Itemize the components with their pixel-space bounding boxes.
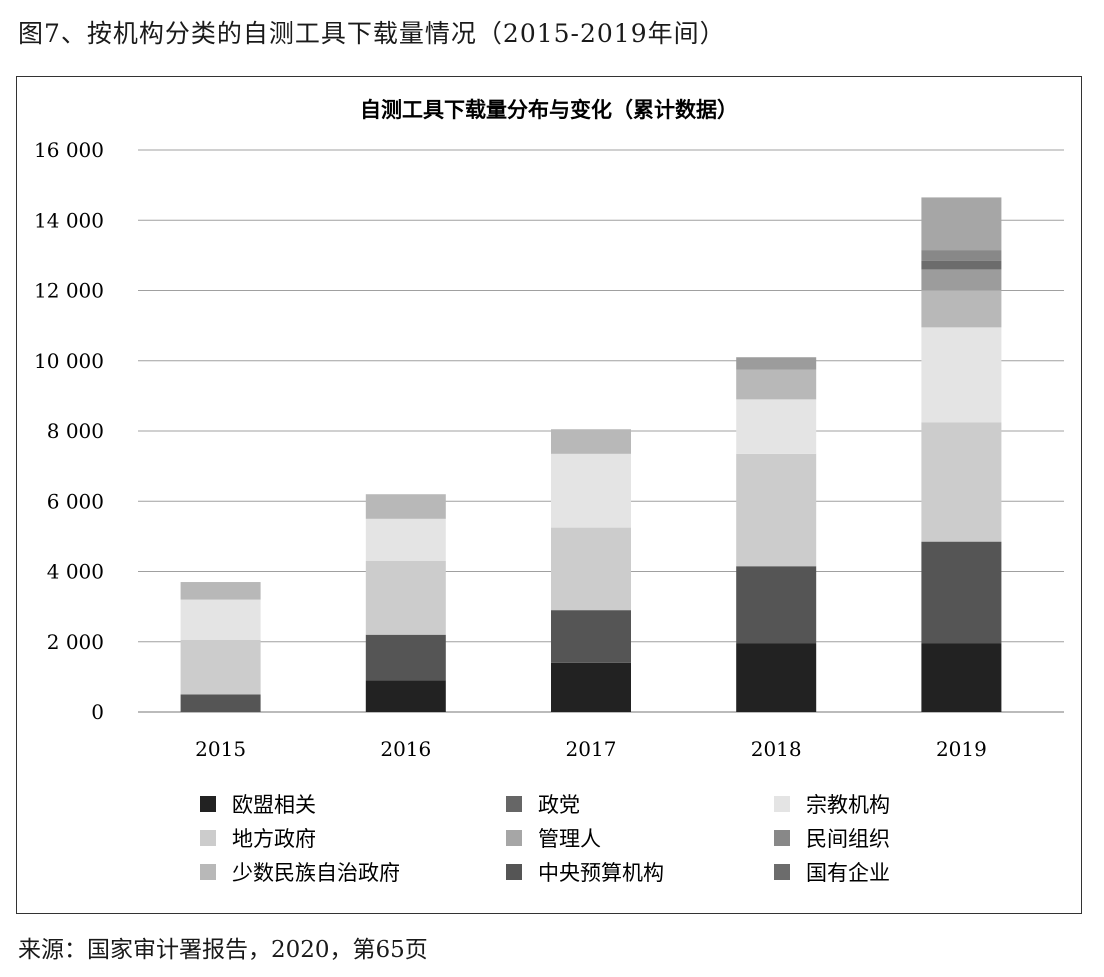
legend-swatch xyxy=(774,796,790,812)
y-tick-label: 2 000 xyxy=(47,630,104,654)
y-axis-ticks: 0 2 000 4 000 6 000 8 000 10 000 12 000 14 000 1… xyxy=(34,138,104,724)
bar-segment xyxy=(736,357,817,370)
x-tick-label: 2019 xyxy=(936,737,987,761)
legend-swatch xyxy=(200,864,216,880)
y-tick-label: 8 000 xyxy=(47,419,104,443)
x-tick-label: 2015 xyxy=(195,737,246,761)
legend-label: 欧盟相关 xyxy=(232,793,316,817)
bar-segment xyxy=(921,269,1002,291)
legend-label: 少数民族自治政府 xyxy=(232,861,400,885)
bar-segment xyxy=(736,369,817,400)
x-tick-label: 2017 xyxy=(566,737,617,761)
gridlines xyxy=(138,149,1064,713)
chart-title: 自测工具下载量分布与变化（累计数据） xyxy=(360,98,738,122)
bar-segment xyxy=(921,197,1002,251)
legend-swatch xyxy=(506,796,522,812)
y-tick-label: 6 000 xyxy=(47,489,104,513)
figure-title: 图7、按机构分类的自测工具下载量情况（2015-2019年间） xyxy=(18,19,726,48)
legend-swatch xyxy=(774,830,790,846)
legend-swatch xyxy=(200,796,216,812)
bar-segment xyxy=(365,518,446,561)
y-tick-label: 10 000 xyxy=(34,349,104,373)
bar-segment xyxy=(736,453,817,567)
legend-swatch xyxy=(774,864,790,880)
bar-segment xyxy=(365,494,446,519)
bar-segment xyxy=(921,643,1002,712)
bar-segment xyxy=(551,453,631,528)
x-tick-label: 2016 xyxy=(380,737,431,761)
legend-label: 管理人 xyxy=(538,827,601,851)
bar-segment xyxy=(365,680,446,712)
x-axis-ticks: 2015 2016 2017 2018 2019 xyxy=(195,737,987,761)
bar-segment xyxy=(180,582,261,600)
bar-segment xyxy=(921,290,1002,328)
bar-segment xyxy=(551,527,631,611)
legend-label: 民间组织 xyxy=(806,827,890,851)
bar-segment xyxy=(921,422,1002,542)
bar-segment xyxy=(365,634,446,681)
y-tick-label: 4 000 xyxy=(47,560,104,584)
bar-segment xyxy=(736,643,817,712)
bar-segment xyxy=(921,250,1002,261)
y-tick-label: 0 xyxy=(91,700,104,724)
bars xyxy=(180,197,1002,712)
bar-segment xyxy=(365,560,446,635)
bar-segment xyxy=(736,566,817,644)
bar-segment xyxy=(551,662,631,712)
legend-label: 宗教机构 xyxy=(806,793,890,817)
x-tick-label: 2018 xyxy=(751,737,802,761)
legend-label: 地方政府 xyxy=(232,827,316,851)
legend-swatch xyxy=(506,830,522,846)
bar-segment xyxy=(551,610,631,663)
legend-label: 政党 xyxy=(538,793,580,817)
legend-label: 中央预算机构 xyxy=(538,861,664,885)
bar-segment xyxy=(921,327,1002,423)
bar-segment xyxy=(551,429,631,454)
figure-source: 来源：国家审计署报告，2020，第65页 xyxy=(18,937,428,963)
y-tick-label: 12 000 xyxy=(34,279,104,303)
bar-segment xyxy=(921,541,1002,644)
bar-segment xyxy=(180,694,261,712)
y-tick-label: 16 000 xyxy=(34,138,104,162)
bar-segment xyxy=(736,399,817,454)
bar-segment xyxy=(180,639,261,695)
chart-frame xyxy=(16,76,1082,914)
legend-swatch xyxy=(506,864,522,880)
legend-swatch xyxy=(200,830,216,846)
bar-segment xyxy=(921,260,1002,270)
bar-segment xyxy=(180,599,261,640)
y-tick-label: 14 000 xyxy=(34,208,104,232)
legend-label: 国有企业 xyxy=(806,861,890,885)
